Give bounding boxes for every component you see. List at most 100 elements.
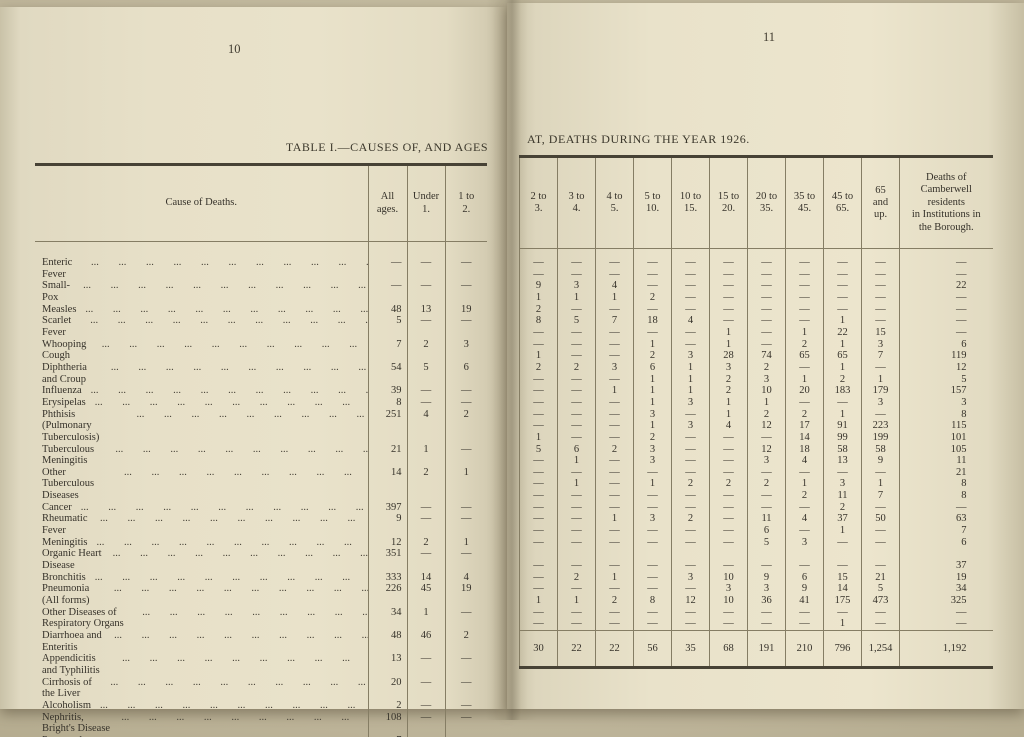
value-cell: 13 [367, 653, 407, 677]
value-cell: 3 [671, 396, 710, 409]
table-row: 9 3 4— — — — — — —22 [519, 280, 993, 292]
value-cell: 21 [899, 466, 993, 479]
value-cell: 14 [823, 583, 862, 596]
value-cell: — [785, 248, 824, 269]
value-cell: 2 [406, 466, 445, 502]
cause-line: Other Tuberculous Diseases [42, 467, 368, 502]
dot-leader [97, 537, 368, 549]
value-cell: 226 [367, 583, 407, 607]
value-cell: — [367, 280, 407, 304]
value-cell: 2 [747, 361, 786, 374]
value-cell: — [406, 653, 445, 677]
value-cell: — [406, 315, 445, 339]
value-cell: — [671, 443, 710, 456]
cause-label: Influenza [42, 385, 82, 397]
cause-label: Whooping Cough [42, 338, 87, 362]
value-cell: — [519, 525, 558, 537]
value-cell: — [671, 303, 710, 316]
value-cell: 7 [899, 525, 993, 537]
value-cell: — [557, 513, 596, 526]
value-cell: — [595, 548, 634, 572]
value-cell: 63 [899, 513, 993, 526]
value-cell: 12 [367, 536, 407, 549]
cause-line: Scarlet Fever [42, 315, 368, 338]
cause-line: Tuberculous Meningitis [42, 444, 368, 467]
dot-leader [111, 362, 368, 374]
value-cell: 2 [785, 408, 824, 421]
value-cell: 1 [785, 326, 824, 339]
value-cell: 11 [747, 513, 786, 526]
value-cell: — [595, 338, 634, 351]
value-cell: — [557, 583, 596, 596]
value-cell: — [899, 303, 993, 316]
value-cell: 2 [444, 630, 487, 654]
value-cell: 22 [823, 326, 862, 339]
value-cell: 6 [633, 361, 672, 374]
table-row: — — —3—1 2 2 1—8 [519, 408, 993, 421]
table-row: Scarlet Fever5—— [35, 315, 487, 339]
table-row: — — — — — — — — — — — [519, 248, 993, 269]
value-cell: — [406, 385, 445, 397]
value-cell: — [519, 583, 558, 596]
value-cell: — [444, 396, 487, 409]
value-cell: 1 [823, 315, 862, 327]
value-cell: 1 [595, 291, 634, 304]
value-cell: 119 [899, 350, 993, 362]
value-cell: — [519, 536, 558, 549]
value-cell: — [595, 618, 634, 631]
value-cell: — [709, 291, 748, 304]
value-cell: — [671, 455, 710, 467]
value-cell: 1 [519, 350, 558, 362]
cause-label: Organic Heart Disease [42, 548, 102, 572]
value-cell: — [406, 734, 445, 737]
cause-line: Pneumonia (All forms) [42, 583, 368, 606]
value-cell: 6 [899, 338, 993, 351]
col-header-5-to-10: 5 to 10. [633, 156, 672, 249]
value-cell: 3 [747, 583, 786, 596]
value-cell: 12 [747, 420, 786, 432]
cause-line: Whooping Cough [42, 339, 368, 362]
value-cell: — [519, 513, 558, 526]
table-row: — — — — — — — — — —21 [519, 466, 993, 479]
value-cell: — [861, 536, 900, 549]
value-cell: 101 [899, 431, 993, 444]
table-row: — — —1 3 4 12 17 91 223 115 [519, 420, 993, 432]
value-cell: — [519, 268, 558, 281]
cause-label: Scarlet Fever [42, 315, 72, 338]
value-cell: — [861, 606, 900, 619]
cause-cell: Appendicitis and Typhilitis [35, 653, 368, 676]
value-cell: 2 [595, 443, 634, 456]
value-cell: 1 [709, 326, 748, 339]
value-cell: — [633, 268, 672, 281]
total-65-and-up: 1,254 [861, 629, 900, 668]
value-cell: — [823, 280, 862, 292]
cause-label: Diphtheria and Croup [42, 361, 87, 385]
value-cell: — [444, 699, 487, 712]
cause-label: Cancer [42, 501, 72, 513]
value-cell: 15 [823, 571, 862, 584]
cause-cell: Enteric Fever [35, 242, 368, 281]
table-title-left: TABLE I.—CAUSES OF, AND AGES [285, 140, 488, 154]
value-cell: 5 [367, 315, 407, 339]
value-cell: 14 [785, 431, 824, 444]
value-cell: 91 [823, 420, 862, 432]
value-cell: — [557, 268, 596, 281]
value-cell: — [709, 501, 748, 514]
cause-line: Other Diseases of Respiratory Organs [42, 607, 368, 630]
dot-leader [114, 630, 367, 642]
value-cell: 50 [861, 513, 900, 526]
cause-cell: Cancer [35, 502, 368, 514]
value-cell: — [709, 315, 748, 327]
value-cell: 3 [747, 455, 786, 467]
value-cell: 4 [406, 408, 445, 444]
cause-label: Phthisis (Pulmonary Tuberculosis) [42, 408, 100, 443]
value-cell: 325 [899, 595, 993, 607]
value-cell: 2 [557, 361, 596, 374]
value-cell: 1 [444, 466, 487, 502]
value-cell: — [595, 478, 634, 491]
value-cell: 12 [671, 595, 710, 607]
value-cell: — [595, 466, 634, 479]
value-cell: — [595, 490, 634, 502]
